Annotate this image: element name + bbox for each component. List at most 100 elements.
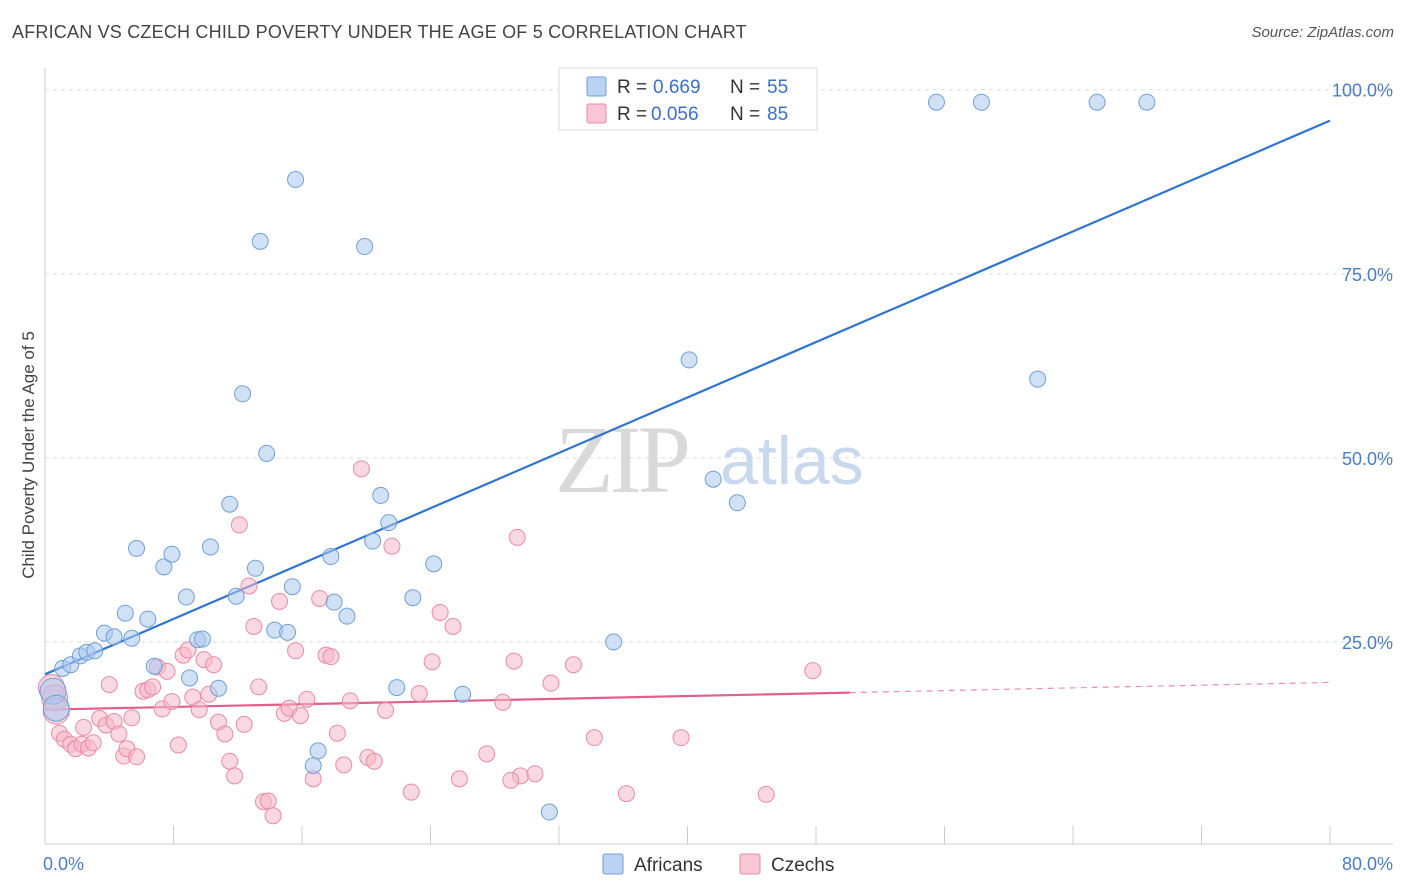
- data-point-africans: [181, 669, 199, 687]
- data-point-africans: [927, 93, 945, 111]
- y-tick-label-25: 25.0%: [1342, 633, 1393, 653]
- data-point-czechs: [377, 701, 395, 719]
- data-point-czechs: [617, 785, 635, 803]
- data-point-czechs: [335, 756, 353, 774]
- bottom-legend-label-czechs: Czechs: [771, 855, 834, 876]
- data-point-czechs: [259, 792, 277, 810]
- data-point-africans: [139, 610, 157, 628]
- data-point-africans: [227, 587, 245, 605]
- data-point-czechs: [291, 707, 309, 725]
- data-point-czechs: [804, 662, 822, 680]
- data-point-czechs: [287, 642, 305, 660]
- data-point-africans: [201, 538, 219, 556]
- chart-source: Source: ZipAtlas.com: [1251, 24, 1394, 41]
- y-tick-label-50: 50.0%: [1342, 449, 1393, 469]
- bottom-legend-swatch-czechs: [739, 853, 761, 875]
- data-point-czechs: [84, 734, 102, 752]
- data-point-africans: [155, 558, 173, 576]
- data-point-africans: [209, 679, 227, 697]
- data-point-czechs: [341, 692, 359, 710]
- tick-labels: 25.0% 50.0% 75.0% 100.0% 0.0% 80.0%: [43, 81, 1393, 874]
- data-point-czechs: [328, 724, 346, 742]
- watermark-zip: ZIP: [555, 406, 688, 513]
- data-point-czechs: [672, 729, 690, 747]
- legend-n-value-africans: 55: [767, 77, 788, 98]
- legend-n-label-africans: N =: [730, 77, 760, 98]
- trend-line-czechs: [44, 691, 850, 711]
- watermark: ZIP atlas: [555, 406, 864, 513]
- data-point-czechs: [383, 537, 401, 555]
- trend-line-africans: [44, 119, 1331, 676]
- legend: R = 0.669 N = 55 R = 0.056 N = 85: [558, 67, 818, 131]
- africans-points: [39, 93, 1156, 821]
- data-point-czechs: [508, 528, 526, 546]
- data-point-africans: [388, 679, 406, 697]
- data-point-africans: [372, 486, 390, 504]
- data-point-africans: [540, 803, 558, 821]
- data-point-czechs: [505, 652, 523, 670]
- data-point-czechs: [564, 656, 582, 674]
- data-point-czechs: [410, 684, 428, 702]
- data-point-africans: [123, 629, 141, 647]
- data-point-czechs: [478, 745, 496, 763]
- data-point-africans: [605, 633, 623, 651]
- data-point-africans: [246, 559, 264, 577]
- data-point-africans: [177, 588, 195, 606]
- legend-r-value-africans: 0.669: [653, 77, 701, 98]
- legend-r-label-africans: R =: [617, 77, 647, 98]
- data-point-africans: [105, 628, 123, 646]
- legend-r-label-czechs: R =: [617, 104, 647, 125]
- data-point-czechs: [75, 718, 93, 736]
- y-axis-title: Child Poverty Under the Age of 5: [19, 331, 38, 579]
- data-point-czechs: [240, 577, 258, 595]
- data-point-africans: [364, 532, 382, 550]
- data-point-africans: [338, 607, 356, 625]
- data-point-africans: [42, 694, 70, 722]
- data-point-czechs: [100, 676, 118, 694]
- y-tick-label-75: 75.0%: [1342, 265, 1393, 285]
- data-point-africans: [128, 539, 146, 557]
- data-point-africans: [454, 685, 472, 703]
- legend-swatch-africans: [586, 76, 607, 97]
- bottom-legend-label-africans: Africans: [634, 855, 703, 876]
- trend-line-extension-czechs: [849, 681, 1331, 694]
- data-point-czechs: [110, 725, 128, 743]
- data-point-czechs: [245, 617, 263, 635]
- data-point-africans: [380, 514, 398, 532]
- bottom-legend-swatch-africans: [602, 853, 624, 875]
- data-point-czechs: [402, 783, 420, 801]
- data-point-africans: [163, 545, 181, 563]
- legend-swatch-czechs: [586, 103, 607, 124]
- legend-r-value-czechs: 0.056: [651, 104, 699, 125]
- bottom-legend: Africans Czechs: [602, 853, 834, 876]
- data-point-czechs: [271, 592, 289, 610]
- watermark-atlas: atlas: [720, 423, 864, 499]
- data-point-africans: [680, 351, 698, 369]
- data-point-czechs: [502, 771, 520, 789]
- x-tick-label-max: 80.0%: [1342, 854, 1393, 874]
- data-point-czechs: [264, 807, 282, 825]
- data-point-czechs: [365, 752, 383, 770]
- data-point-africans: [304, 757, 322, 775]
- data-point-africans: [728, 494, 746, 512]
- legend-n-value-czechs: 85: [767, 104, 788, 125]
- data-point-czechs: [542, 674, 560, 692]
- legend-n-label-czechs: N =: [730, 104, 760, 125]
- data-point-czechs: [190, 701, 208, 719]
- data-point-czechs: [444, 617, 462, 635]
- data-point-czechs: [163, 693, 181, 711]
- data-point-africans: [404, 589, 422, 607]
- trend-layer: [44, 119, 1331, 711]
- data-point-africans: [1029, 370, 1047, 388]
- data-point-africans: [279, 623, 297, 641]
- data-point-africans: [1138, 93, 1156, 111]
- data-point-czechs: [216, 725, 234, 743]
- data-point-czechs: [205, 656, 223, 674]
- data-point-czechs: [431, 603, 449, 621]
- data-point-czechs: [230, 516, 248, 534]
- data-point-africans: [325, 593, 343, 611]
- data-point-africans: [116, 604, 134, 622]
- grid-layer: [45, 89, 1393, 643]
- chart-title: AFRICAN VS CZECH CHILD POVERTY UNDER THE…: [12, 22, 747, 42]
